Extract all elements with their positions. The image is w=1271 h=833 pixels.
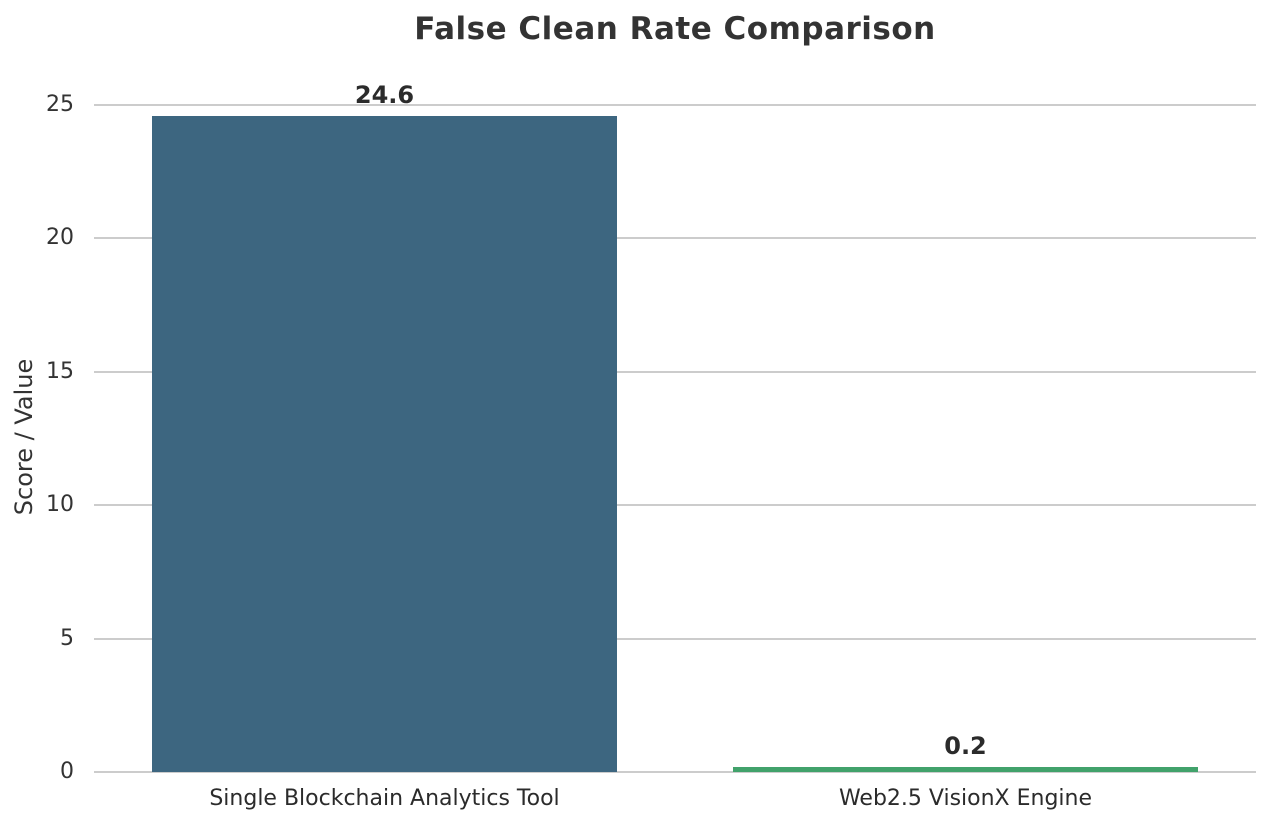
y-tick-labels: 0 5 10 15 20 25 xyxy=(0,85,78,784)
chart-title: False Clean Rate Comparison xyxy=(414,11,936,47)
y-tick-label: 15 xyxy=(46,358,74,384)
bar-value-label: 0.2 xyxy=(944,731,987,760)
y-tick-label: 20 xyxy=(46,225,74,251)
x-category-label: Single Blockchain Analytics Tool xyxy=(209,786,560,811)
y-tick-label: 25 xyxy=(46,92,74,118)
y-tick-label: 5 xyxy=(60,625,74,651)
y-tick-label: 10 xyxy=(46,492,74,518)
bar xyxy=(152,115,617,772)
gridline xyxy=(94,104,1256,107)
x-category-label: Web2.5 VisionX Engine xyxy=(838,786,1093,811)
gridline xyxy=(94,237,1256,240)
gridline xyxy=(94,504,1256,507)
y-tick-label: 0 xyxy=(60,759,74,784)
bar-value-label: 24.6 xyxy=(354,80,415,109)
x-tick-labels: Single Blockchain Analytics Tool Web2.5 V… xyxy=(94,786,1256,820)
gridline xyxy=(94,637,1256,640)
gridline xyxy=(94,771,1256,773)
bar xyxy=(733,766,1198,772)
gridline xyxy=(94,370,1256,373)
plot-area: 24.6 0.2 xyxy=(94,81,1256,773)
